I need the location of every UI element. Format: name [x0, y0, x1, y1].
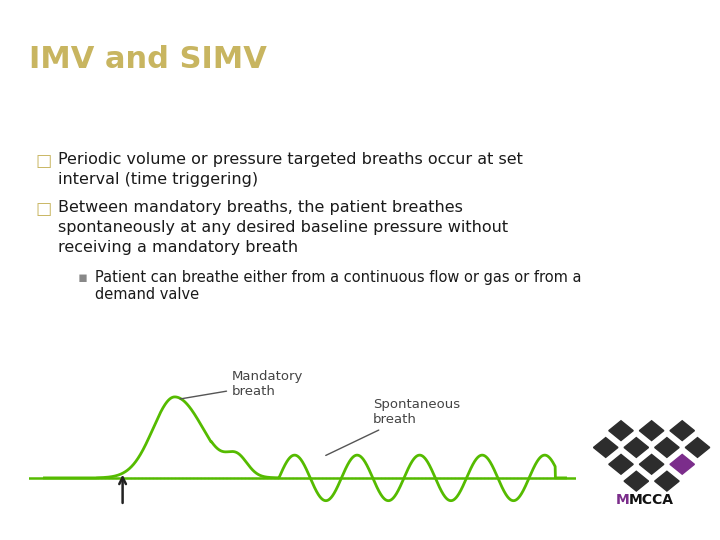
Polygon shape — [639, 421, 664, 441]
Text: demand valve: demand valve — [95, 287, 199, 302]
Text: IMV and SIMV: IMV and SIMV — [29, 45, 266, 74]
Text: spontaneously at any desired baseline pressure without: spontaneously at any desired baseline pr… — [58, 220, 508, 235]
Text: Between mandatory breaths, the patient breathes: Between mandatory breaths, the patient b… — [58, 200, 463, 215]
Text: Patient can breathe either from a continuous flow or gas or from a: Patient can breathe either from a contin… — [95, 270, 582, 285]
Text: Spontaneous
breath: Spontaneous breath — [325, 398, 460, 455]
Polygon shape — [654, 437, 679, 457]
Polygon shape — [639, 455, 664, 474]
Polygon shape — [609, 455, 634, 474]
Text: MCCA: MCCA — [629, 493, 674, 507]
Polygon shape — [609, 421, 634, 441]
Polygon shape — [654, 471, 679, 491]
Polygon shape — [670, 455, 694, 474]
Polygon shape — [624, 437, 649, 457]
Text: ▪: ▪ — [78, 270, 88, 285]
Polygon shape — [624, 471, 649, 491]
Text: □: □ — [35, 152, 51, 170]
Text: Periodic volume or pressure targeted breaths occur at set: Periodic volume or pressure targeted bre… — [58, 152, 523, 167]
Text: interval (time triggering): interval (time triggering) — [58, 172, 258, 187]
Text: M: M — [616, 493, 630, 507]
Text: receiving a mandatory breath: receiving a mandatory breath — [58, 240, 298, 255]
Text: □: □ — [35, 200, 51, 218]
Polygon shape — [670, 421, 694, 441]
Polygon shape — [593, 437, 618, 457]
Text: Mandatory
breath: Mandatory breath — [180, 370, 303, 399]
Polygon shape — [685, 437, 710, 457]
